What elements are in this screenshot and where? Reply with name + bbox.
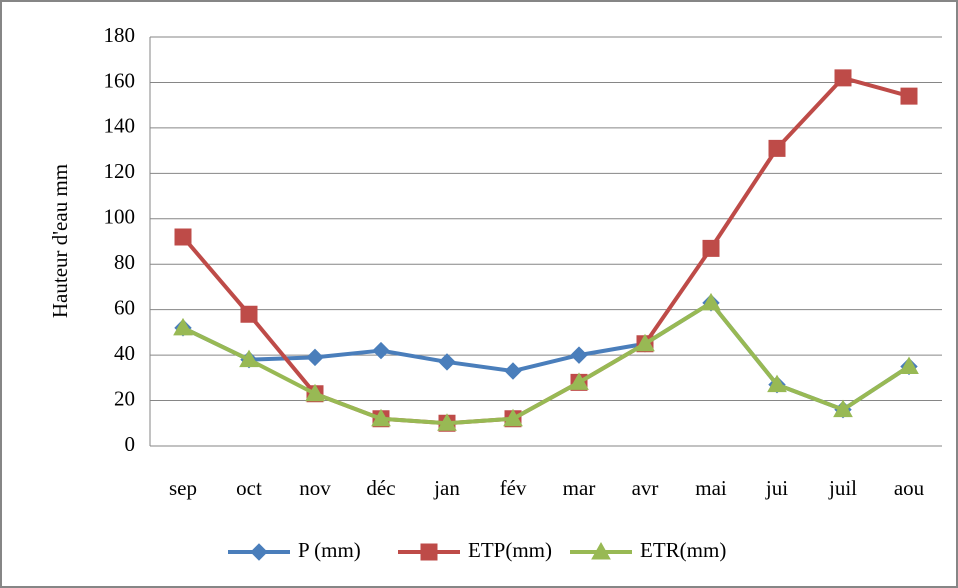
x-tick-label: juil bbox=[828, 476, 857, 500]
legend-marker bbox=[420, 543, 438, 561]
x-tick-label: nov bbox=[299, 476, 331, 500]
x-tick-label: fév bbox=[500, 476, 527, 500]
data-point bbox=[899, 356, 919, 374]
data-point bbox=[174, 228, 192, 246]
data-point bbox=[569, 372, 589, 390]
data-point bbox=[305, 383, 325, 402]
y-tick-label: 160 bbox=[104, 68, 136, 92]
x-tick-label: déc bbox=[366, 476, 395, 500]
data-point bbox=[371, 408, 391, 427]
data-point bbox=[833, 399, 853, 418]
x-tick-label: mar bbox=[563, 476, 596, 500]
y-tick-label: 140 bbox=[104, 114, 136, 138]
y-tick-label: 0 bbox=[125, 432, 136, 456]
data-point bbox=[437, 413, 457, 431]
data-point bbox=[900, 87, 918, 105]
data-point bbox=[173, 317, 193, 336]
data-point bbox=[767, 374, 787, 393]
x-tick-label: oct bbox=[236, 476, 262, 500]
legend-marker bbox=[591, 541, 611, 560]
y-tick-label: 80 bbox=[114, 250, 135, 274]
data-point bbox=[702, 239, 720, 257]
y-tick-label: 40 bbox=[114, 341, 135, 365]
legend-label: P (mm) bbox=[298, 538, 361, 562]
data-point bbox=[570, 346, 588, 364]
data-point bbox=[240, 305, 258, 323]
x-tick-label: sep bbox=[169, 476, 197, 500]
data-point bbox=[768, 139, 786, 157]
y-tick-label: 100 bbox=[104, 205, 136, 229]
y-tick-label: 20 bbox=[114, 386, 135, 410]
data-point bbox=[834, 69, 852, 87]
x-tick-label: aou bbox=[894, 476, 925, 500]
y-tick-label: 60 bbox=[114, 295, 135, 319]
x-tick-label: jui bbox=[765, 476, 788, 500]
data-point bbox=[635, 333, 655, 352]
legend-label: ETR(mm) bbox=[640, 538, 726, 562]
y-tick-label: 120 bbox=[104, 159, 136, 183]
x-tick-label: avr bbox=[632, 476, 659, 500]
series-line bbox=[182, 300, 911, 426]
data-point bbox=[306, 348, 324, 367]
legend-marker bbox=[250, 543, 268, 561]
data-point bbox=[701, 292, 721, 311]
data-point bbox=[438, 353, 456, 371]
data-point bbox=[504, 362, 522, 380]
x-tick-label: mai bbox=[695, 476, 727, 500]
x-tick-label: jan bbox=[433, 476, 460, 500]
data-point bbox=[372, 341, 390, 360]
y-axis-label: Hauteur d'eau mm bbox=[48, 164, 72, 318]
y-tick-label: 180 bbox=[104, 23, 136, 47]
legend-label: ETP(mm) bbox=[468, 538, 552, 562]
data-point bbox=[503, 408, 523, 427]
data-point bbox=[239, 349, 259, 368]
